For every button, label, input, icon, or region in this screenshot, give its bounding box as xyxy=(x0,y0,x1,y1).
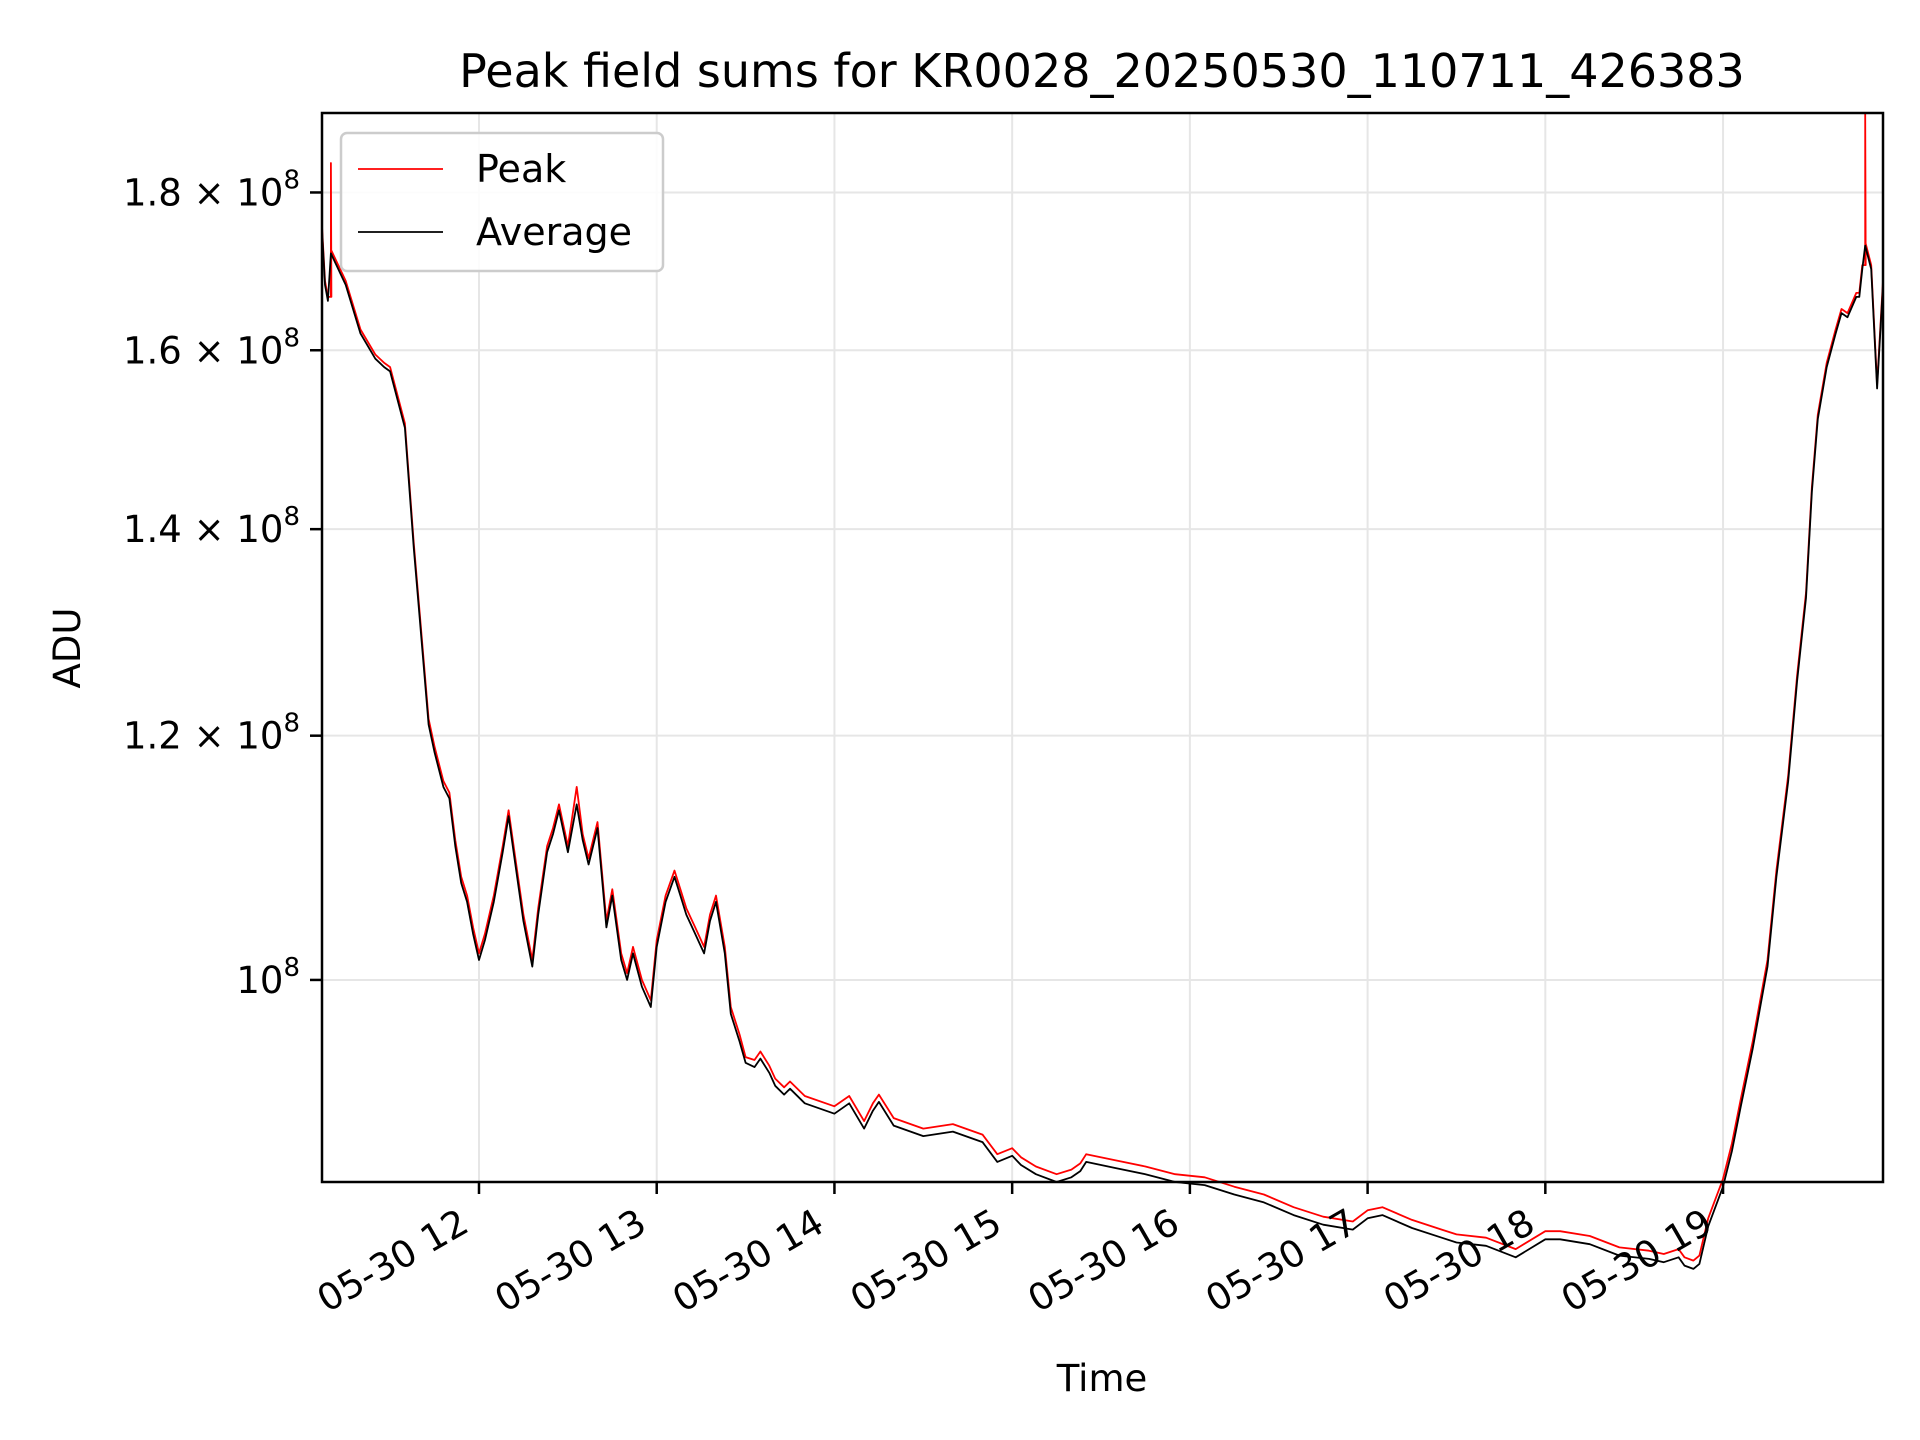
legend-box xyxy=(339,131,665,273)
y-tick-label: 108 xyxy=(236,953,300,1002)
y-tick-label: 1.4 × 108 xyxy=(123,502,300,551)
legend-label-peak: Peak xyxy=(476,147,566,191)
series-layer xyxy=(321,112,1884,1270)
plot-frame xyxy=(320,111,1885,1184)
y-axis-label: ADU xyxy=(46,608,89,689)
series-line-average xyxy=(321,230,1884,1270)
legend: Peak Average xyxy=(339,131,665,273)
x-axis-label: Time xyxy=(1056,1357,1148,1400)
legend-label-average: Average xyxy=(476,210,632,254)
y-tick-label: 1.6 × 108 xyxy=(123,323,300,372)
y-tick-label: 1.8 × 108 xyxy=(123,165,300,214)
series-line-peak xyxy=(321,112,1884,1262)
chart-title: Peak field sums for KR0028_20250530_1107… xyxy=(459,44,1745,98)
grid-layer xyxy=(322,113,1883,1182)
y-tick-label: 1.2 × 108 xyxy=(123,709,300,758)
